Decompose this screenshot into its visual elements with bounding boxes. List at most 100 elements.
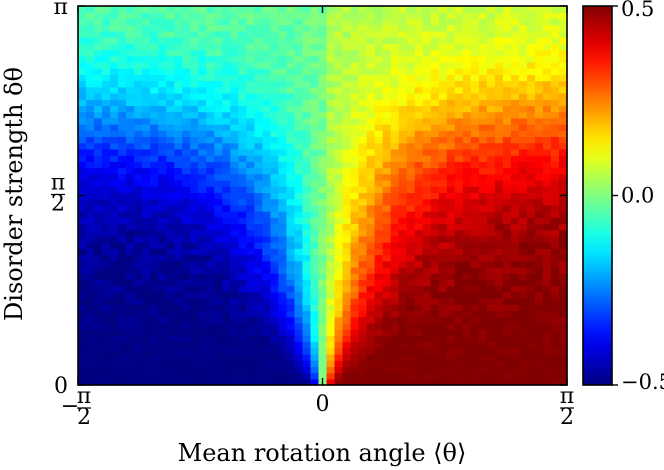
heatmap-cell (550, 378, 560, 386)
heatmap-cell (430, 353, 440, 361)
heatmap-cell (214, 130, 223, 138)
heatmap-cell (206, 167, 215, 175)
heatmap-cell (542, 360, 552, 367)
heatmap-cell (174, 198, 183, 206)
heatmap-cell (102, 155, 111, 162)
heatmap-cell (134, 217, 143, 225)
heatmap-cell (118, 49, 127, 57)
heatmap-cell (150, 117, 159, 125)
heatmap-cell (374, 248, 384, 256)
heatmap-cell (334, 248, 344, 256)
heatmap-cell (438, 6, 448, 13)
heatmap-cell (438, 161, 448, 169)
heatmap-cell (510, 266, 520, 274)
heatmap-cell (454, 347, 464, 355)
heatmap-cell (246, 43, 255, 51)
heatmap-cell (374, 161, 384, 169)
heatmap-cell (190, 229, 199, 237)
heatmap-cell (374, 105, 384, 113)
heatmap-cell (406, 304, 416, 312)
heatmap-cell (526, 117, 536, 125)
heatmap-cell (494, 167, 504, 175)
heatmap-cell (446, 142, 456, 150)
heatmap-cell (470, 68, 480, 75)
heatmap-cell (366, 37, 376, 44)
heatmap-cell (198, 285, 207, 293)
heatmap-cell (462, 74, 472, 82)
heatmap-cell (214, 223, 223, 231)
heatmap-cell (222, 198, 231, 206)
heatmap-cell (430, 43, 440, 51)
heatmap-cell (238, 372, 247, 380)
heatmap-cell (102, 49, 111, 57)
heatmap-cell (550, 92, 560, 100)
heatmap-cell (550, 167, 560, 175)
heatmap-cell (398, 74, 408, 82)
heatmap-cell (198, 124, 207, 131)
heatmap-cell (326, 142, 336, 150)
heatmap-cell (110, 74, 119, 82)
heatmap-cell (470, 372, 480, 380)
heatmap-cell (254, 298, 263, 305)
heatmap-cell (294, 155, 304, 162)
heatmap-cell (166, 99, 175, 107)
heatmap-cell (246, 360, 255, 367)
heatmap-cell (278, 55, 288, 63)
heatmap-cell (126, 204, 135, 212)
heatmap-cell (246, 242, 255, 249)
heatmap-cell (158, 211, 167, 218)
heatmap-cell (334, 111, 344, 119)
heatmap-cell (558, 347, 568, 355)
heatmap-cell (286, 229, 296, 237)
heatmap-cell (422, 285, 432, 293)
heatmap-cell (182, 43, 191, 51)
heatmap-cell (470, 43, 480, 51)
heatmap-cell (342, 273, 352, 280)
heatmap-cell (294, 92, 304, 100)
heatmap-cell (102, 124, 111, 131)
heatmap-cell (502, 279, 512, 287)
heatmap-cell (214, 86, 223, 94)
heatmap-cell (326, 74, 336, 82)
heatmap-cell (78, 49, 87, 57)
heatmap-cell (486, 260, 496, 268)
heatmap-cell (366, 30, 376, 38)
heatmap-cell (118, 167, 127, 175)
heatmap-cell (390, 105, 400, 113)
heatmap-cell (166, 347, 175, 355)
heatmap-cell (310, 124, 320, 131)
heatmap-cell (414, 366, 424, 374)
heatmap-cell (414, 49, 424, 57)
heatmap-cell (494, 179, 504, 187)
heatmap-cell (198, 260, 207, 268)
heatmap-cell (94, 86, 103, 94)
heatmap-cell (230, 6, 239, 13)
heatmap-cell (558, 49, 568, 57)
heatmap-cell (542, 173, 552, 181)
heatmap-cell (454, 6, 464, 13)
heatmap-cell (198, 366, 207, 374)
heatmap-cell (166, 37, 175, 44)
heatmap-cell (278, 266, 288, 274)
heatmap-cell (542, 30, 552, 38)
heatmap-cell (422, 329, 432, 336)
heatmap-cell (366, 161, 376, 169)
heatmap-cell (270, 347, 280, 355)
heatmap-cell (518, 173, 528, 181)
heatmap-cell (166, 49, 175, 57)
heatmap-cell (446, 353, 456, 361)
heatmap-cell (462, 12, 472, 20)
heatmap-cell (110, 179, 119, 187)
heatmap-cell (334, 18, 344, 26)
heatmap-cell (390, 266, 400, 274)
heatmap-cell (422, 18, 432, 26)
heatmap-cell (454, 161, 464, 169)
heatmap-cell (534, 61, 544, 69)
heatmap-cell (430, 99, 440, 107)
heatmap-cell (238, 80, 247, 88)
heatmap-cell (350, 130, 360, 138)
heatmap-cell (422, 273, 432, 280)
heatmap-cell (318, 192, 328, 200)
heatmap-cell (190, 341, 199, 349)
heatmap-cell (222, 179, 231, 187)
